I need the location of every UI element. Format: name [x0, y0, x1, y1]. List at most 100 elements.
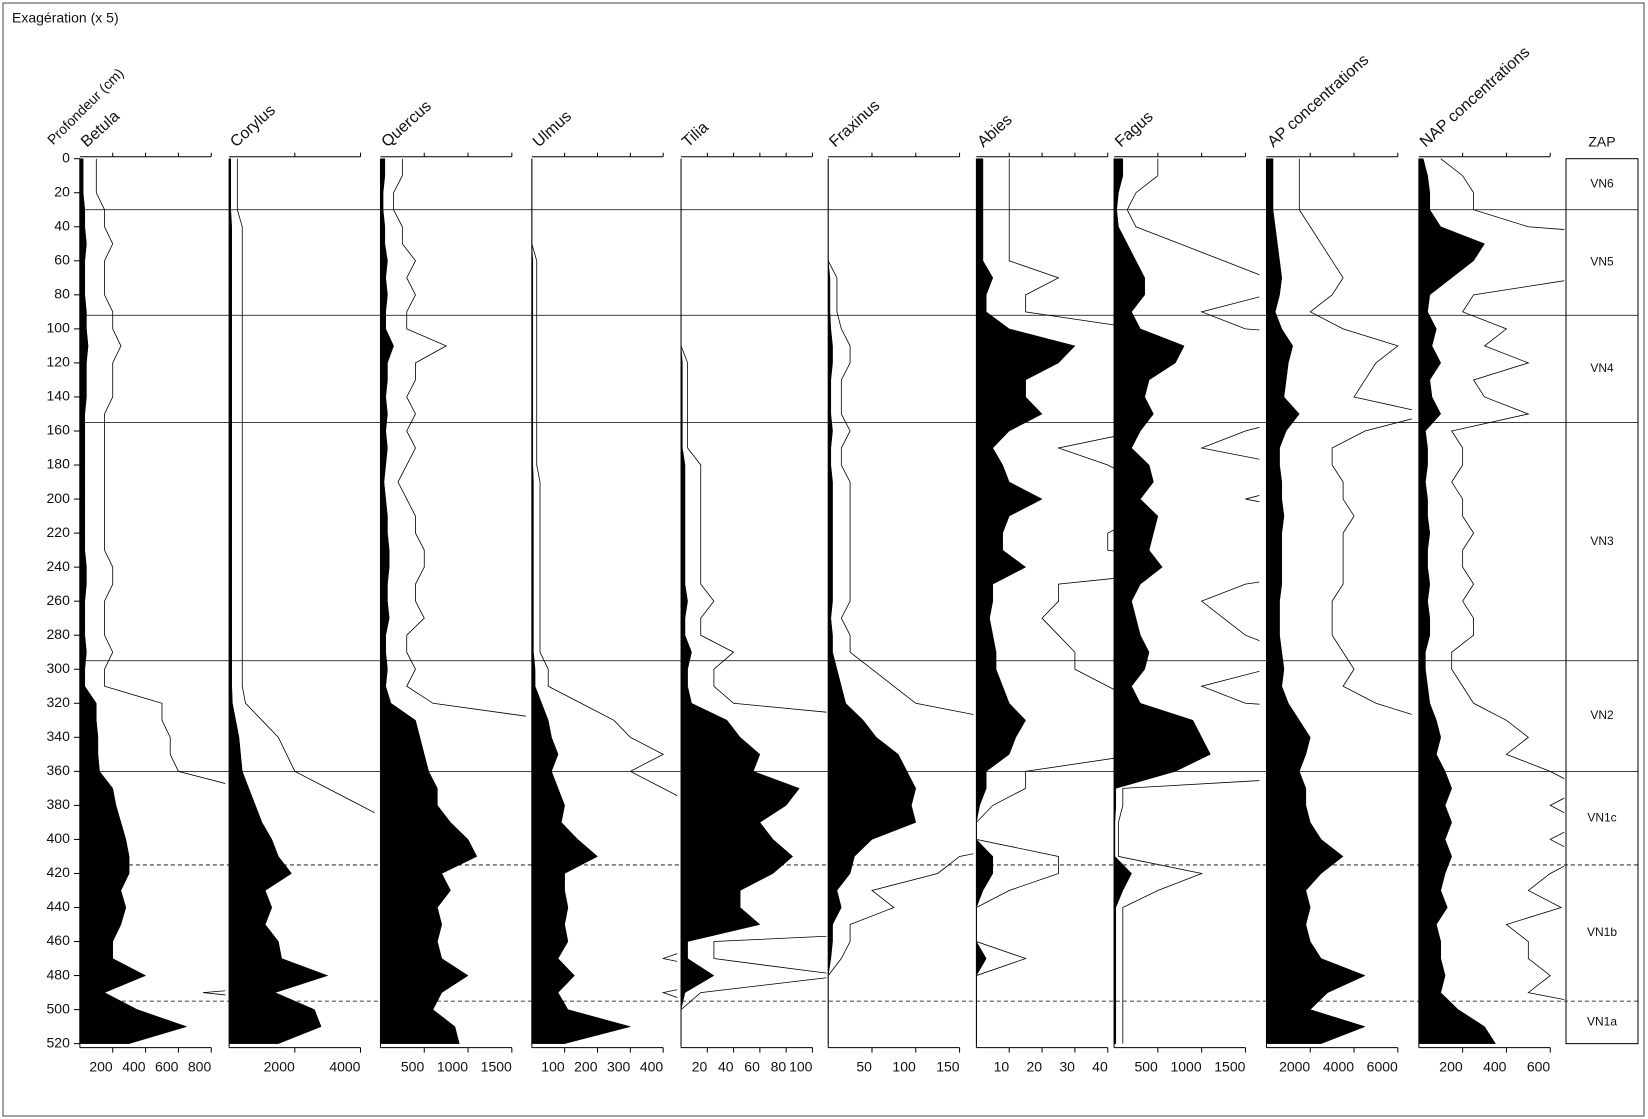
zone-name: VN2	[1590, 708, 1614, 722]
exaggeration-curve	[531, 158, 678, 998]
pollen-silhouette	[1113, 158, 1211, 1044]
y-tick-label: 320	[47, 694, 71, 710]
zone-title: ZAP	[1588, 133, 1615, 149]
pollen-silhouette	[79, 158, 188, 1044]
y-tick-label: 300	[47, 660, 71, 676]
pollen-silhouette	[1266, 158, 1366, 1044]
y-tick-label: 460	[47, 932, 71, 948]
y-tick-label: 520	[47, 1034, 71, 1050]
y-tick-label: 160	[47, 422, 71, 438]
x-tick-label: 300	[607, 1058, 631, 1074]
x-tick-label: 40	[1092, 1058, 1108, 1074]
x-tick-label: 500	[1134, 1058, 1158, 1074]
taxon-name: Ulmus	[530, 108, 575, 151]
y-tick-label: 500	[47, 1000, 71, 1016]
x-tick-label: 1500	[1214, 1058, 1245, 1074]
zone-box	[1565, 158, 1639, 1045]
pollen-silhouette	[976, 158, 1076, 1044]
x-tick-label: 150	[936, 1058, 960, 1074]
x-tick-label: 100	[789, 1058, 813, 1074]
exaggeration-curve	[95, 158, 226, 996]
exaggeration-curve	[681, 158, 827, 1044]
taxon-name: Abies	[975, 111, 1016, 150]
taxon-name: Quercus	[379, 98, 435, 151]
y-tick-label: 240	[47, 558, 71, 574]
x-tick-label: 1000	[1170, 1058, 1201, 1074]
taxon-name: Fagus	[1112, 108, 1156, 150]
taxon-name: AP concentrations	[1265, 51, 1373, 150]
zone-name: VN4	[1590, 361, 1614, 375]
y-tick-label: 280	[47, 626, 71, 642]
x-tick-label: 400	[640, 1058, 664, 1074]
x-tick-label: 10	[994, 1058, 1010, 1074]
zone-name: VN3	[1590, 534, 1614, 548]
x-tick-label: 200	[89, 1058, 113, 1074]
y-tick-label: 340	[47, 728, 71, 744]
exaggeration-curve	[1440, 158, 1565, 1000]
exaggeration-curve	[236, 158, 375, 814]
x-tick-label: 600	[155, 1058, 179, 1074]
y-tick-label: 0	[62, 149, 70, 165]
x-tick-label: 1500	[481, 1058, 512, 1074]
x-tick-label: 200	[574, 1058, 598, 1074]
y-tick-label: 100	[47, 320, 71, 336]
x-tick-label: 400	[1483, 1058, 1507, 1074]
x-tick-label: 800	[188, 1058, 212, 1074]
pollen-silhouette	[680, 158, 800, 1044]
y-tick-label: 140	[47, 388, 71, 404]
x-tick-label: 600	[1527, 1058, 1551, 1074]
x-tick-label: 50	[856, 1058, 872, 1074]
x-tick-label: 20	[692, 1058, 708, 1074]
pollen-silhouette	[380, 158, 478, 1044]
x-tick-label: 2000	[1279, 1058, 1310, 1074]
pollen-silhouette	[531, 158, 632, 1044]
x-tick-label: 100	[541, 1058, 565, 1074]
x-tick-label: 40	[718, 1058, 734, 1074]
exaggeration-curve	[393, 158, 526, 717]
exaggeration-curve	[976, 158, 1122, 1044]
taxon-name: NAP concentrations	[1417, 44, 1533, 151]
zone-name: VN1c	[1587, 810, 1616, 824]
zone-name: VN1a	[1587, 1015, 1617, 1029]
pollen-silhouette	[827, 158, 917, 1044]
y-tick-label: 40	[54, 217, 70, 233]
y-tick-label: 180	[47, 456, 71, 472]
x-tick-label: 100	[892, 1058, 916, 1074]
taxon-name: Tilia	[679, 119, 712, 151]
zone-name: VN6	[1590, 176, 1614, 190]
y-tick-label: 220	[47, 524, 71, 540]
exaggeration-curve	[1298, 158, 1412, 715]
x-tick-label: 1000	[437, 1058, 468, 1074]
y-tick-label: 260	[47, 592, 71, 608]
x-tick-label: 60	[744, 1058, 760, 1074]
x-tick-label: 4000	[1323, 1058, 1354, 1074]
y-tick-label: 380	[47, 796, 71, 812]
pollen-silhouette	[228, 158, 329, 1044]
x-tick-label: 20	[1026, 1058, 1042, 1074]
x-tick-label: 500	[401, 1058, 425, 1074]
taxon-name: Fraxinus	[826, 97, 883, 151]
taxon-name: Corylus	[227, 102, 279, 151]
y-tick-label: 440	[47, 898, 71, 914]
exaggeration-curve	[1118, 158, 1260, 1044]
y-tick-label: 200	[47, 490, 71, 506]
x-tick-label: 80	[771, 1058, 787, 1074]
zone-name: VN5	[1590, 255, 1614, 269]
zone-name: VN1b	[1587, 925, 1617, 939]
pollen-silhouette	[1418, 158, 1496, 1044]
y-tick-label: 120	[47, 354, 71, 370]
y-tick-label: 60	[54, 252, 70, 268]
y-tick-label: 400	[47, 830, 71, 846]
y-tick-label: 480	[47, 966, 71, 982]
exaggeration-label: Exagération (x 5)	[12, 10, 119, 26]
exaggeration-curve	[828, 158, 974, 1044]
x-tick-label: 30	[1059, 1058, 1075, 1074]
x-tick-label: 400	[122, 1058, 146, 1074]
x-tick-label: 2000	[264, 1058, 295, 1074]
y-tick-label: 80	[54, 286, 70, 302]
x-tick-label: 200	[1439, 1058, 1463, 1074]
x-tick-label: 6000	[1367, 1058, 1398, 1074]
y-tick-label: 360	[47, 762, 71, 778]
